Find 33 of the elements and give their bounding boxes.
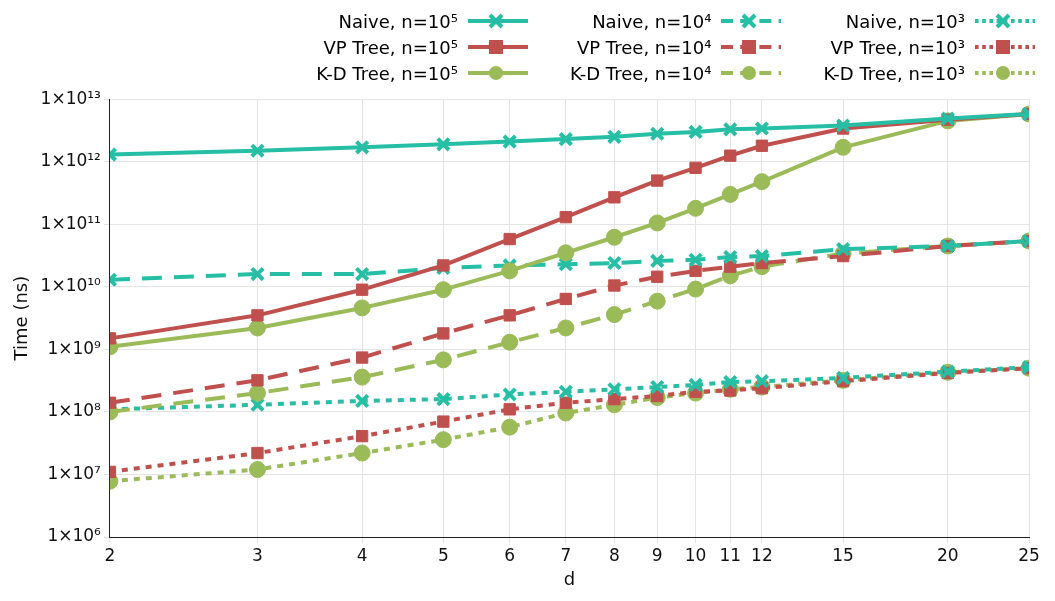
legend-label: VP Tree, n=10⁵ [323, 36, 458, 58]
y-tick-label: 1×10¹¹ [40, 212, 101, 233]
y-tick-label: 1×10⁹ [47, 337, 102, 358]
legend-label: VP Tree, n=10⁴ [576, 36, 712, 58]
x-tick-label: 15 [832, 544, 854, 565]
x-tick-label: 2 [104, 544, 116, 565]
legend-label: VP Tree, n=10³ [830, 36, 965, 58]
legend-label: K-D Tree, n=10⁵ [316, 62, 458, 84]
x-tick-label: 25 [1018, 544, 1040, 565]
y-tick-label: 1×10¹⁰ [40, 275, 102, 296]
x-tick-label: 10 [684, 544, 707, 565]
x-tick-label: 5 [437, 544, 449, 565]
x-tick-label: 20 [936, 544, 959, 565]
legend-label: Naive, n=10³ [845, 10, 965, 32]
legend-label: Naive, n=10⁵ [338, 10, 458, 32]
x-tick-label: 9 [651, 544, 663, 565]
x-tick-label: 12 [751, 544, 773, 565]
x-tick-label: 4 [356, 544, 368, 565]
legend-label: K-D Tree, n=10³ [823, 62, 965, 84]
x-tick-label: 11 [719, 544, 742, 565]
x-tick-label: 3 [252, 544, 263, 565]
y-tick-label: 1×10¹² [40, 150, 101, 171]
x-tick-label: 8 [608, 544, 620, 565]
y-tick-label: 1×10⁷ [47, 462, 102, 483]
x-axis-title: d [563, 567, 576, 589]
y-tick-label: 1×10¹³ [40, 87, 101, 108]
y-axis-title: Time (ns) [10, 275, 32, 362]
y-tick-label: 1×10⁸ [47, 400, 102, 421]
y-tick-label: 1×10⁶ [47, 525, 102, 546]
legend-label: Naive, n=10⁴ [592, 10, 712, 32]
legend-label: K-D Tree, n=10⁴ [569, 62, 712, 84]
x-tick-label: 6 [504, 544, 516, 565]
x-tick-label: 7 [560, 544, 572, 565]
